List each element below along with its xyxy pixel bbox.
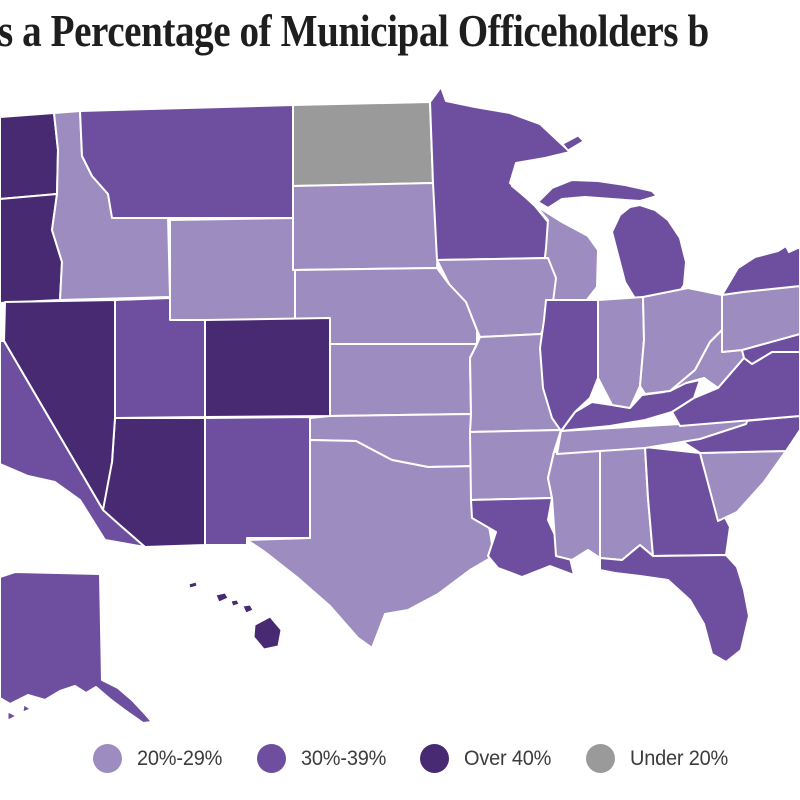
state-arkansas[interactable] [469, 429, 562, 501]
state-oregon[interactable] [0, 193, 63, 304]
state-california[interactable] [0, 340, 146, 548]
legend-label-over-40: Over 40% [464, 746, 552, 770]
state-north-dakota[interactable] [292, 101, 434, 187]
state-michigan-upper-peninsula[interactable] [537, 179, 658, 209]
chart-title-text: s a Percentage of Municipal Officeholder… [0, 5, 709, 56]
legend-item-30-39: 30%-39% [256, 744, 391, 773]
state-wyoming[interactable] [169, 217, 296, 321]
state-michigan-isle-royale[interactable] [562, 135, 584, 151]
state-mississippi[interactable] [547, 449, 601, 561]
legend-item-over-40: Over 40% [420, 744, 556, 773]
legend-label-20-29: 20%-29% [137, 746, 223, 770]
legend-item-20-29: 20%-29% [93, 744, 227, 773]
state-washington[interactable] [0, 112, 59, 200]
state-south-dakota[interactable] [292, 182, 442, 271]
state-florida[interactable] [599, 544, 750, 663]
state-hawaii-molokai[interactable] [230, 599, 240, 607]
legend-swatch-over-40 [420, 744, 450, 773]
state-texas[interactable] [246, 439, 495, 649]
state-indiana[interactable] [597, 296, 645, 409]
state-colorado[interactable] [204, 317, 331, 418]
state-alaska[interactable] [0, 571, 153, 724]
state-michigan-lower-peninsula[interactable] [611, 204, 687, 305]
state-maryland[interactable] [741, 333, 800, 365]
legend-swatch-under-20 [586, 744, 616, 773]
chart-title: s a Percentage of Municipal Officeholder… [0, 4, 709, 57]
state-hawaii-kauai[interactable] [188, 581, 198, 589]
state-montana[interactable] [79, 104, 294, 219]
state-louisiana[interactable] [470, 497, 575, 578]
state-hawaii-big-island[interactable] [253, 616, 282, 650]
legend-swatch-30-39 [256, 744, 286, 773]
state-kansas[interactable] [329, 343, 478, 417]
legend-item-under-20: Under 20% [586, 744, 733, 773]
states-layer [0, 86, 800, 724]
state-new-mexico[interactable] [204, 416, 311, 546]
legend-label-30-39: 30%-39% [300, 746, 386, 770]
state-alaska-island[interactable] [22, 704, 31, 713]
state-alaska-island[interactable] [7, 711, 17, 721]
state-hawaii-maui[interactable] [242, 604, 254, 614]
legend-swatch-20-29 [93, 744, 122, 773]
legend: 20%-29% 30%-39% Over 40% Under 20% [0, 744, 800, 773]
legend-label-under-20: Under 20% [630, 746, 729, 770]
state-new-york[interactable] [721, 245, 800, 296]
state-hawaii-oahu[interactable] [215, 592, 229, 603]
